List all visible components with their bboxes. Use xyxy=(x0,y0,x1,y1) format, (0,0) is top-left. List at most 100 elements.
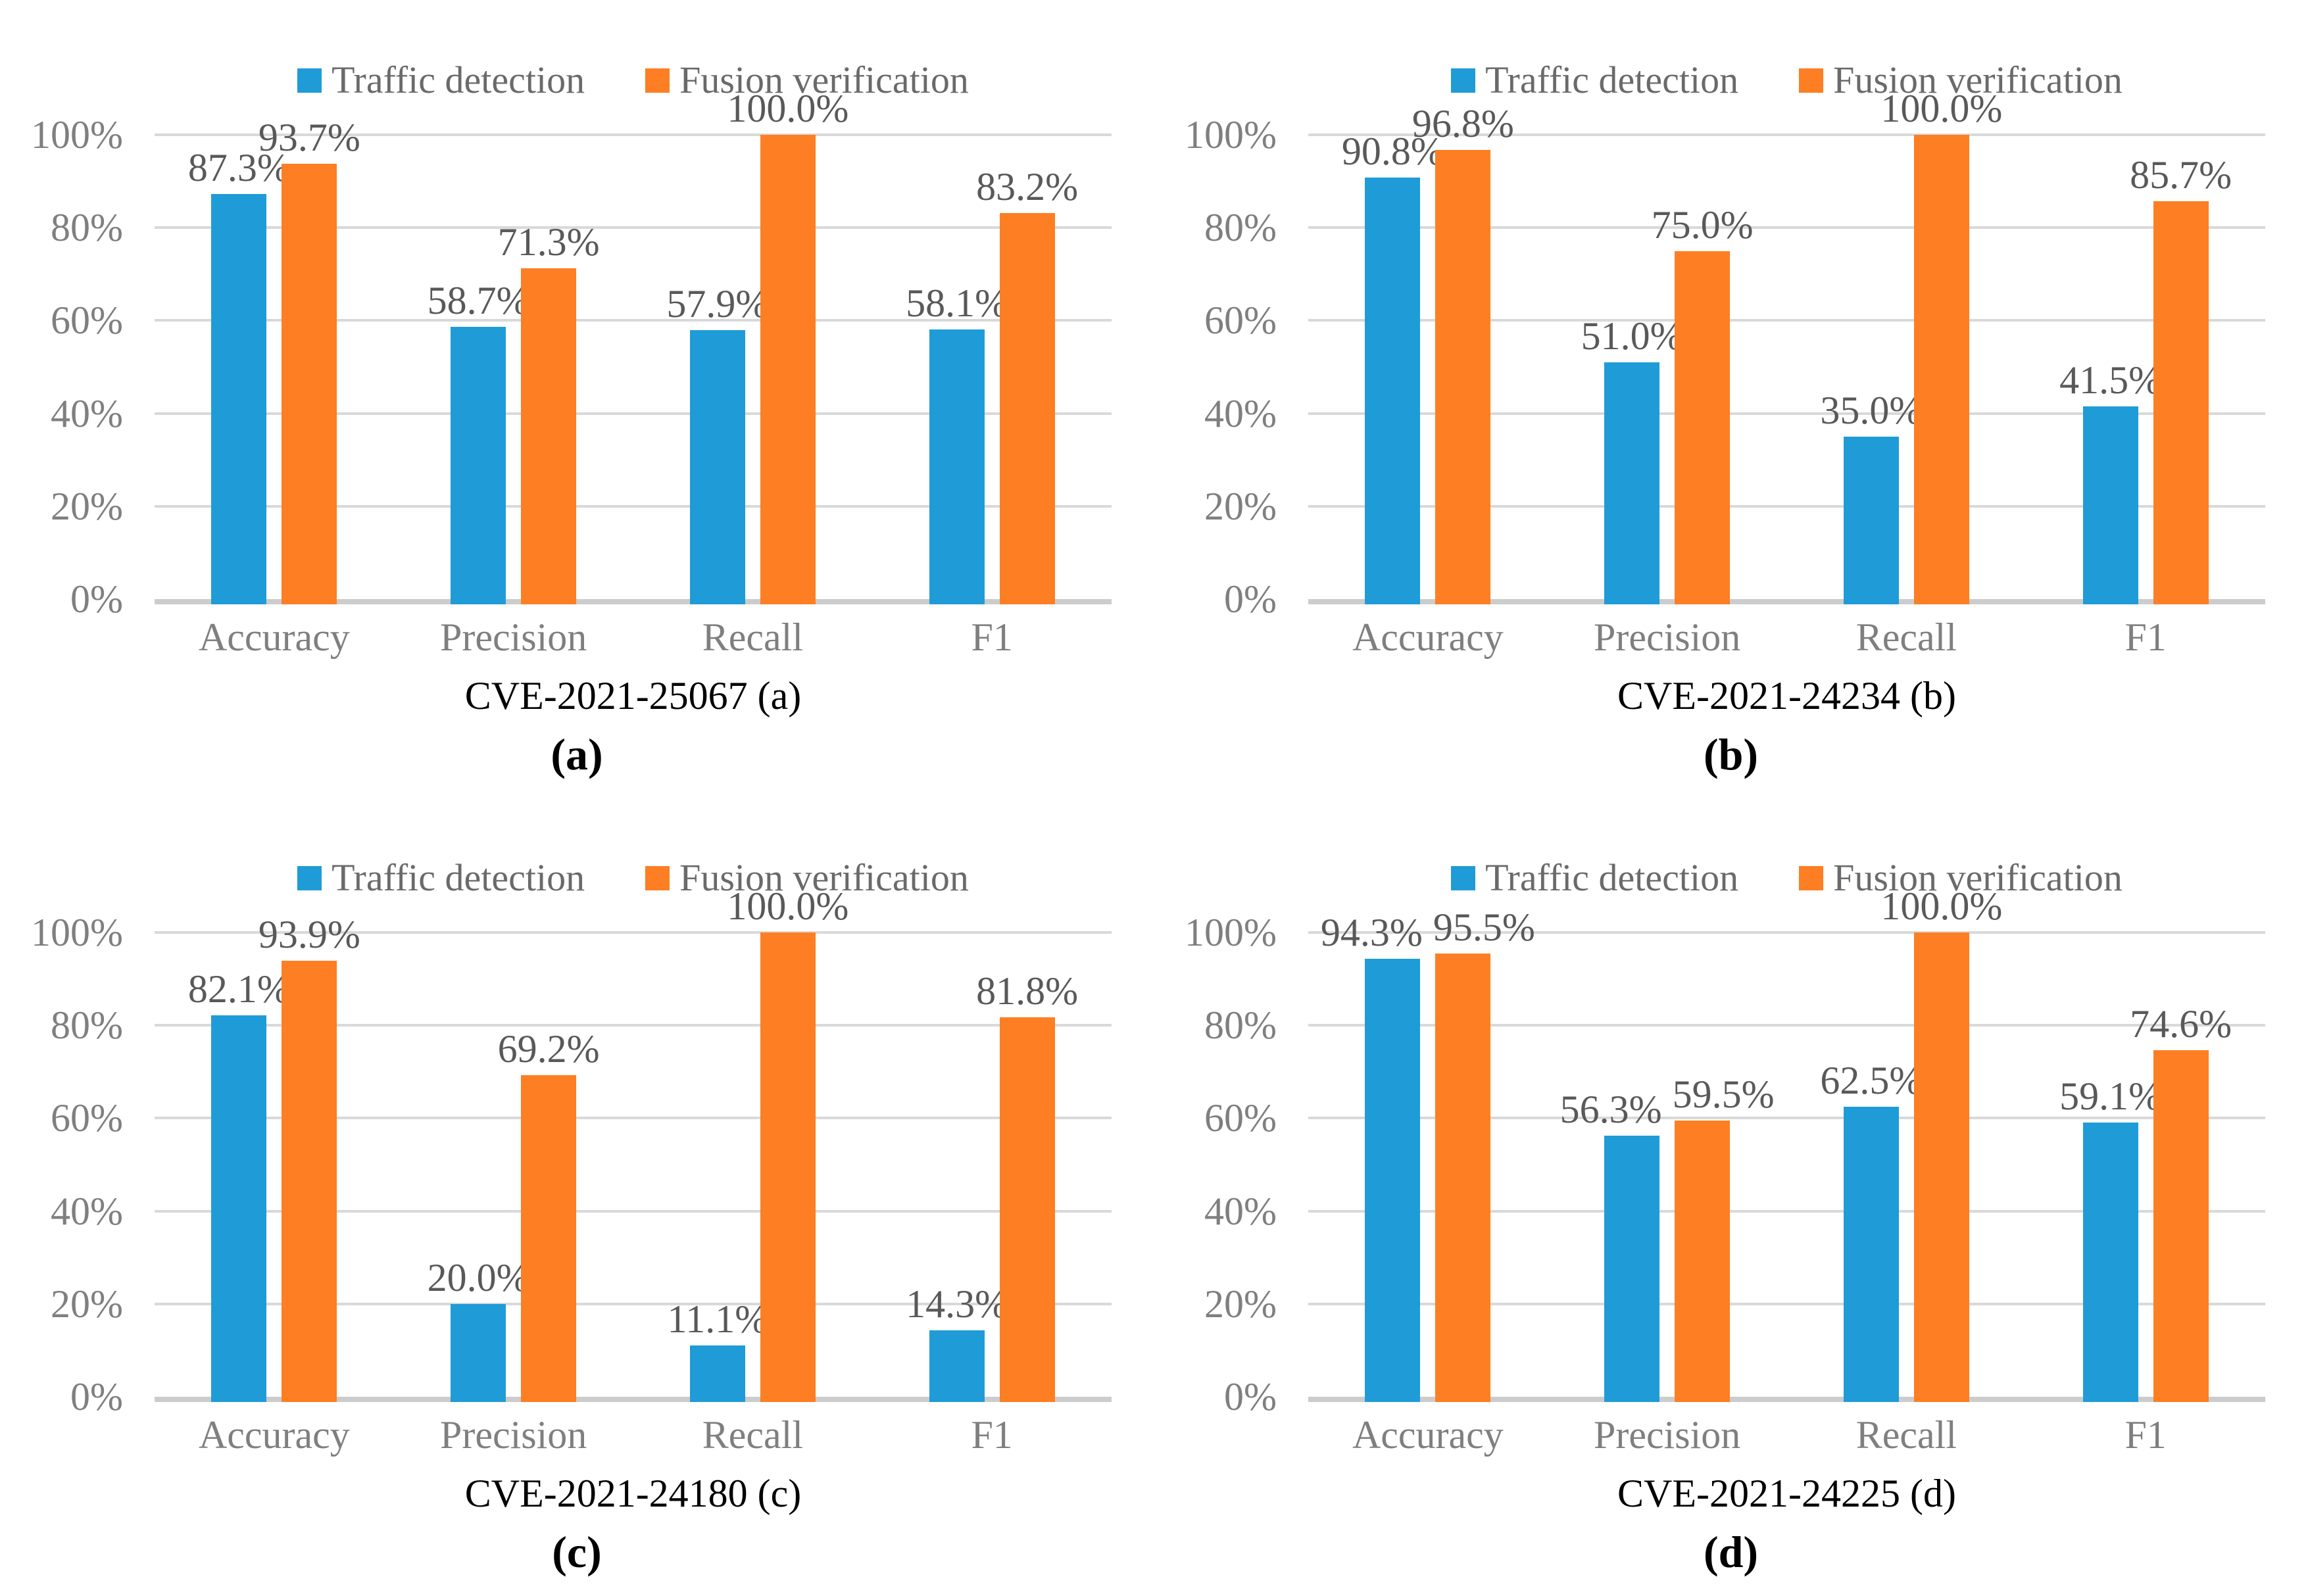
y-tick-label: 60% xyxy=(1204,1096,1277,1140)
plot-row: 0% 20% 40% 60% 80% 100% 82.1% 93.9% 20.0% 69.2% 1… xyxy=(31,886,1112,1416)
y-tick-label: 100% xyxy=(1185,911,1277,954)
bar-fusion-verification: 100.0% xyxy=(727,886,848,1402)
data-label: 59.1% xyxy=(2059,1074,2162,1118)
plot-row: 0% 20% 40% 60% 80% 100% 90.8% 96.8% 51.0% 75.0% 3… xyxy=(1185,89,2265,619)
y-tick-label: 20% xyxy=(1204,1282,1277,1326)
data-label: 100.0% xyxy=(1880,884,2003,928)
data-label: 35.0% xyxy=(1820,388,1923,432)
x-axis-category-label: Accuracy xyxy=(198,616,350,659)
panel-letter: (a) xyxy=(551,729,603,779)
bar-fusion-verification: 100.0% xyxy=(727,89,848,604)
y-tick-label: 100% xyxy=(31,911,123,954)
panel-letter: (b) xyxy=(1703,729,1759,779)
bar-group: 20.0% 69.2% xyxy=(394,932,633,1402)
bar-chart-panel: Traffic detection Fusion verification 0% 2… xyxy=(1154,798,2308,1596)
y-tick-label: 60% xyxy=(1204,299,1277,343)
gridline xyxy=(1308,1117,2265,1120)
data-label: 58.7% xyxy=(427,278,529,322)
data-label: 100.0% xyxy=(727,884,849,928)
bar-traffic-detection: 90.8% xyxy=(1342,132,1444,604)
legend-item-traffic-detection: Traffic detection xyxy=(1451,859,1738,897)
legend-item-traffic-detection: Traffic detection xyxy=(1451,61,1738,99)
data-label: 57.9% xyxy=(666,282,769,326)
y-tick-label: 0% xyxy=(1224,577,1277,621)
x-axis-line xyxy=(155,599,1112,604)
gridline xyxy=(155,226,1112,230)
gridline xyxy=(1308,226,2265,230)
data-label: 82.1% xyxy=(187,967,290,1011)
bar-traffic-detection: 57.9% xyxy=(666,284,768,604)
x-axis-category-label: Precision xyxy=(1593,1413,1741,1457)
bar-chart-panel: Traffic detection Fusion verification 0% 2… xyxy=(1154,0,2308,798)
legend-label: Fusion verification xyxy=(679,856,969,899)
y-tick-label: 20% xyxy=(51,484,123,528)
data-label: 85.7% xyxy=(2130,153,2232,197)
x-axis-labels: Accuracy Precision Recall F1 xyxy=(1308,1397,2265,1464)
bar-group: 58.7% 71.3% xyxy=(394,135,633,604)
legend-swatch-icon xyxy=(1799,865,1824,890)
bar-group: 59.1% 74.6% xyxy=(2026,932,2265,1402)
data-label: 81.8% xyxy=(976,969,1079,1013)
panel-letter: (c) xyxy=(552,1527,602,1577)
bar-fusion-verification: 71.3% xyxy=(498,222,600,604)
legend-swatch-icon xyxy=(1451,865,1476,890)
data-label: 96.8% xyxy=(1412,101,1514,145)
gridline xyxy=(155,1302,1112,1305)
bar-group: 90.8% 96.8% xyxy=(1308,104,1548,604)
legend: Traffic detection Fusion verification xyxy=(155,57,1112,104)
gridline xyxy=(1308,133,2265,136)
legend-item-traffic-detection: Traffic detection xyxy=(297,859,585,897)
bar-group: 14.3% 81.8% xyxy=(872,932,1112,1402)
legend-label: Fusion verification xyxy=(1833,856,2123,899)
bar-group: 51.0% 75.0% xyxy=(1548,135,1787,604)
gridline xyxy=(1308,1302,2265,1305)
bar-traffic-detection: 51.0% xyxy=(1581,316,1683,604)
bar-traffic-detection: 56.3% xyxy=(1560,1090,1662,1402)
data-label: 90.8% xyxy=(1341,129,1444,173)
y-tick-label: 40% xyxy=(51,1189,123,1233)
data-label: 14.3% xyxy=(906,1282,1008,1326)
plot-area: 90.8% 96.8% 51.0% 75.0% 35.0% 100.0% 41.5% 85.7… xyxy=(1308,89,2265,604)
bar-traffic-detection: 35.0% xyxy=(1820,391,1922,604)
legend-swatch-icon xyxy=(297,865,322,890)
gridline xyxy=(1308,931,2265,934)
bar-group: 35.0% 100.0% xyxy=(1787,89,2026,604)
data-label: 74.6% xyxy=(2130,1002,2232,1046)
data-label: 59.5% xyxy=(1672,1072,1775,1116)
y-tick-label: 80% xyxy=(1204,206,1277,250)
bar-group: 62.5% 100.0% xyxy=(1787,886,2026,1402)
x-axis-category-label: Recall xyxy=(1855,1413,1957,1457)
bar-traffic-detection: 58.1% xyxy=(906,283,1008,604)
gridline xyxy=(1308,1024,2265,1027)
legend-swatch-icon xyxy=(645,865,670,890)
gridline xyxy=(1308,504,2265,508)
y-tick-label: 80% xyxy=(1204,1004,1277,1048)
legend: Traffic detection Fusion verification xyxy=(155,854,1112,902)
x-axis-line xyxy=(1308,1397,2265,1402)
gridline xyxy=(155,319,1112,322)
legend-label: Traffic detection xyxy=(1485,59,1739,101)
legend-item-fusion-verification: Fusion verification xyxy=(645,61,969,99)
y-tick-label: 20% xyxy=(1204,484,1277,528)
x-axis-labels: Accuracy Precision Recall F1 xyxy=(155,599,1112,667)
bar-fusion-verification: 85.7% xyxy=(2130,155,2232,604)
bar-group: 58.1% 83.2% xyxy=(872,135,1112,604)
bar-groups: 87.3% 93.7% 58.7% 71.3% 57.9% 100.0% 58.1% 83.2… xyxy=(155,89,1112,604)
x-axis-category-label: Accuracy xyxy=(198,1413,350,1457)
y-tick-label: 100% xyxy=(31,113,123,157)
data-label: 20.0% xyxy=(427,1255,529,1299)
x-axis-category-label: F1 xyxy=(971,616,1013,659)
gridline xyxy=(155,1117,1112,1120)
legend-label: Fusion verification xyxy=(679,59,969,101)
chart-caption: CVE-2021-24234 (b) xyxy=(1617,674,1956,717)
x-axis-category-label: F1 xyxy=(2124,616,2167,659)
x-axis-labels: Accuracy Precision Recall F1 xyxy=(1308,599,2265,667)
legend-item-fusion-verification: Fusion verification xyxy=(1799,859,2123,897)
data-label: 83.2% xyxy=(976,164,1079,208)
bar-fusion-verification: 75.0% xyxy=(1652,205,1754,604)
bar-fusion-verification: 93.7% xyxy=(258,118,360,604)
chart-caption: CVE-2021-25067 (a) xyxy=(464,674,802,717)
legend-item-fusion-verification: Fusion verification xyxy=(1799,61,2123,99)
legend-label: Traffic detection xyxy=(331,59,585,101)
